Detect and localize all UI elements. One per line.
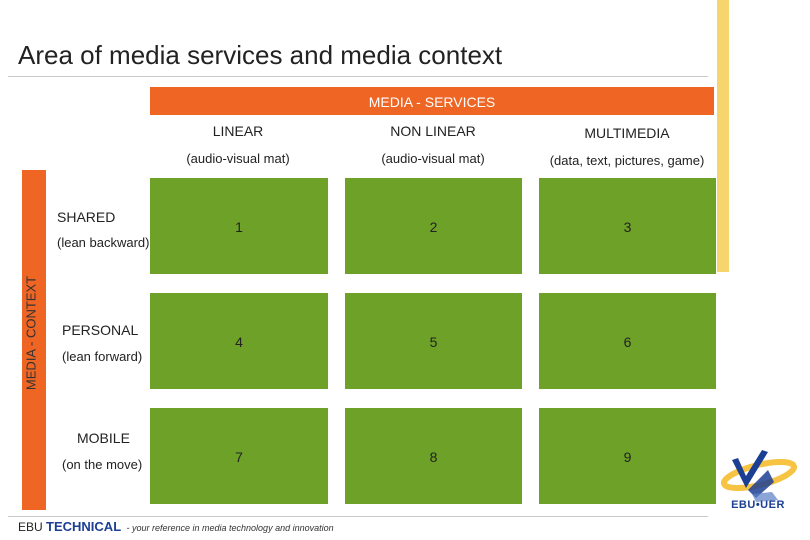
column-subheader-multimedia: (data, text, pictures, game) <box>549 153 705 168</box>
grid-cell: 9 <box>539 408 716 504</box>
grid-cell: 7 <box>150 408 328 504</box>
cell-number: 2 <box>429 219 438 235</box>
media-context-label: MEDIA - CONTEXT <box>23 275 39 391</box>
row-label-shared: SHARED <box>57 209 116 225</box>
grid-cell: 6 <box>539 293 716 389</box>
media-services-header: MEDIA - SERVICES <box>150 87 714 115</box>
footer-tagline: - your reference in media technology and… <box>126 523 334 533</box>
footer: EBU TECHNICAL - your reference in media … <box>18 519 334 534</box>
row-sublabel-mobile: (on the move) <box>62 457 143 472</box>
footer-org: EBU <box>18 520 43 534</box>
logo-wordmark: EBU•UER <box>731 499 785 511</box>
media-context-bar <box>22 170 46 510</box>
column-subheader-linear: (audio-visual mat) <box>186 151 290 166</box>
column-subheader-non-linear: (audio-visual mat) <box>381 151 485 166</box>
column-header-linear: LINEAR <box>212 123 264 139</box>
footer-divider <box>8 516 708 517</box>
cell-number: 3 <box>623 219 632 235</box>
ebu-logo-icon <box>720 450 798 502</box>
grid-cell: 3 <box>539 178 716 274</box>
cell-number: 9 <box>623 449 632 465</box>
row-sublabel-personal: (lean forward) <box>62 349 143 364</box>
row-label-mobile: MOBILE <box>77 430 130 446</box>
row-sublabel-shared: (lean backward) <box>57 235 150 250</box>
footer-department: TECHNICAL <box>46 519 122 534</box>
cell-number: 6 <box>623 334 632 350</box>
column-header-non-linear: NON LINEAR <box>390 123 476 139</box>
cell-number: 1 <box>235 219 243 235</box>
cell-number: 5 <box>429 334 438 350</box>
title-divider <box>8 76 708 77</box>
row-label-personal: PERSONAL <box>62 322 139 338</box>
grid-cell: 2 <box>345 178 522 274</box>
decorative-band <box>717 0 729 272</box>
grid-cell: 8 <box>345 408 522 504</box>
cell-number: 4 <box>235 334 243 350</box>
page-title: Area of media services and media context <box>18 40 503 70</box>
cell-number: 8 <box>429 449 438 465</box>
grid-cell: 5 <box>345 293 522 389</box>
grid-cell: 1 <box>150 178 328 274</box>
grid-cell: 4 <box>150 293 328 389</box>
cell-number: 7 <box>235 449 243 465</box>
column-header-multimedia: MULTIMEDIA <box>584 125 670 141</box>
